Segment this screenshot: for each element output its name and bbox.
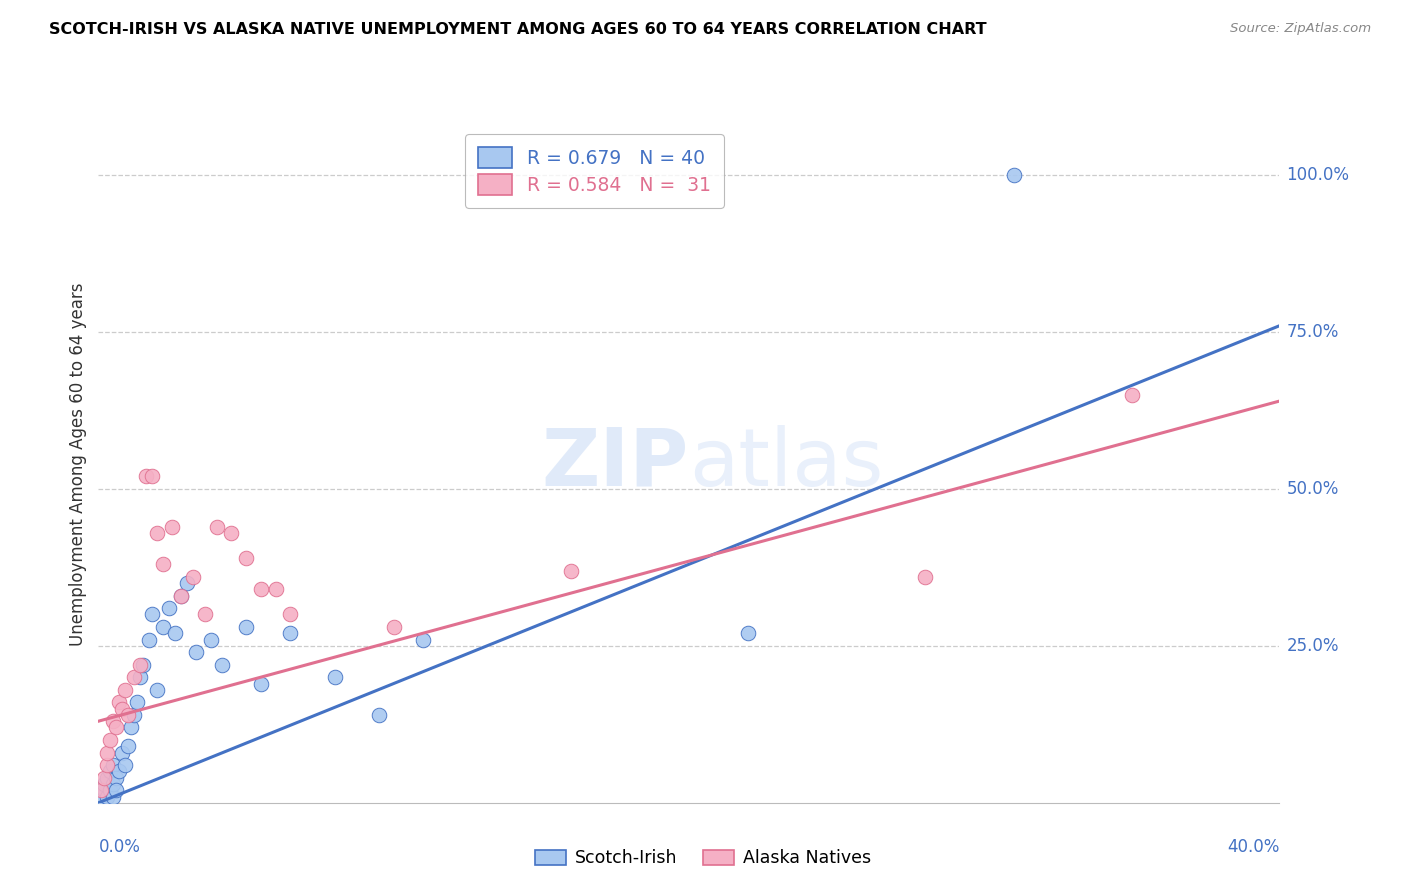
Point <box>235 551 257 566</box>
Point <box>412 632 434 647</box>
Point <box>120 721 142 735</box>
Point <box>162 519 183 533</box>
Point <box>105 721 128 735</box>
Text: atlas: atlas <box>689 425 883 503</box>
Text: 40.0%: 40.0% <box>1227 838 1279 856</box>
Point <box>235 620 257 634</box>
Point <box>117 739 139 754</box>
Text: 75.0%: 75.0% <box>1286 323 1339 341</box>
Point <box>103 789 125 804</box>
Point <box>132 657 155 672</box>
Point <box>125 695 148 709</box>
Text: 50.0%: 50.0% <box>1286 480 1339 498</box>
Point <box>108 695 131 709</box>
Point <box>264 582 287 597</box>
Point <box>211 657 233 672</box>
Text: 100.0%: 100.0% <box>1286 166 1350 184</box>
Point <box>152 558 174 572</box>
Point <box>560 564 582 578</box>
Point <box>737 626 759 640</box>
Point <box>184 645 207 659</box>
Text: ZIP: ZIP <box>541 425 689 503</box>
Point <box>96 746 118 760</box>
Point <box>111 701 134 715</box>
Point <box>96 789 118 804</box>
Point <box>141 469 163 483</box>
Point <box>93 783 115 797</box>
Point <box>152 620 174 634</box>
Point <box>170 589 193 603</box>
Point <box>1002 168 1025 182</box>
Point <box>114 758 136 772</box>
Point <box>122 670 145 684</box>
Point <box>250 676 273 690</box>
Point <box>170 589 193 603</box>
Point <box>157 601 180 615</box>
Text: 25.0%: 25.0% <box>1286 637 1339 655</box>
Point <box>141 607 163 622</box>
Text: Source: ZipAtlas.com: Source: ZipAtlas.com <box>1230 22 1371 36</box>
Point <box>194 607 217 622</box>
Point <box>181 570 204 584</box>
Point <box>105 783 128 797</box>
Point <box>368 707 391 722</box>
Point <box>111 746 134 760</box>
Point <box>122 707 145 722</box>
Point <box>323 670 346 684</box>
Point <box>103 758 125 772</box>
Point <box>165 626 187 640</box>
Point <box>278 607 302 622</box>
Point <box>219 525 242 540</box>
Point <box>93 771 115 785</box>
Text: 0.0%: 0.0% <box>98 838 141 856</box>
Point <box>98 783 121 797</box>
Point <box>93 777 115 791</box>
Point <box>138 632 160 647</box>
Point <box>914 570 936 584</box>
Point <box>98 764 121 779</box>
Point <box>200 632 222 647</box>
Point <box>103 714 125 729</box>
Point <box>1121 388 1143 402</box>
Text: SCOTCH-IRISH VS ALASKA NATIVE UNEMPLOYMENT AMONG AGES 60 TO 64 YEARS CORRELATION: SCOTCH-IRISH VS ALASKA NATIVE UNEMPLOYME… <box>49 22 987 37</box>
Point <box>90 783 112 797</box>
Point <box>250 582 273 597</box>
Legend: Scotch-Irish, Alaska Natives: Scotch-Irish, Alaska Natives <box>527 843 879 874</box>
Point <box>98 733 121 747</box>
Point <box>146 682 169 697</box>
Point <box>103 777 125 791</box>
Point <box>117 707 139 722</box>
Point <box>176 576 198 591</box>
Point <box>205 519 228 533</box>
Y-axis label: Unemployment Among Ages 60 to 64 years: Unemployment Among Ages 60 to 64 years <box>69 282 87 646</box>
Point <box>278 626 302 640</box>
Point <box>96 758 118 772</box>
Point <box>114 682 136 697</box>
Point <box>108 764 131 779</box>
Point <box>90 789 112 804</box>
Point <box>146 525 169 540</box>
Legend: R = 0.679   N = 40, R = 0.584   N =  31: R = 0.679 N = 40, R = 0.584 N = 31 <box>465 135 724 208</box>
Point <box>96 771 118 785</box>
Point <box>128 657 150 672</box>
Point <box>135 469 157 483</box>
Point <box>105 771 128 785</box>
Point <box>128 670 150 684</box>
Point <box>382 620 405 634</box>
